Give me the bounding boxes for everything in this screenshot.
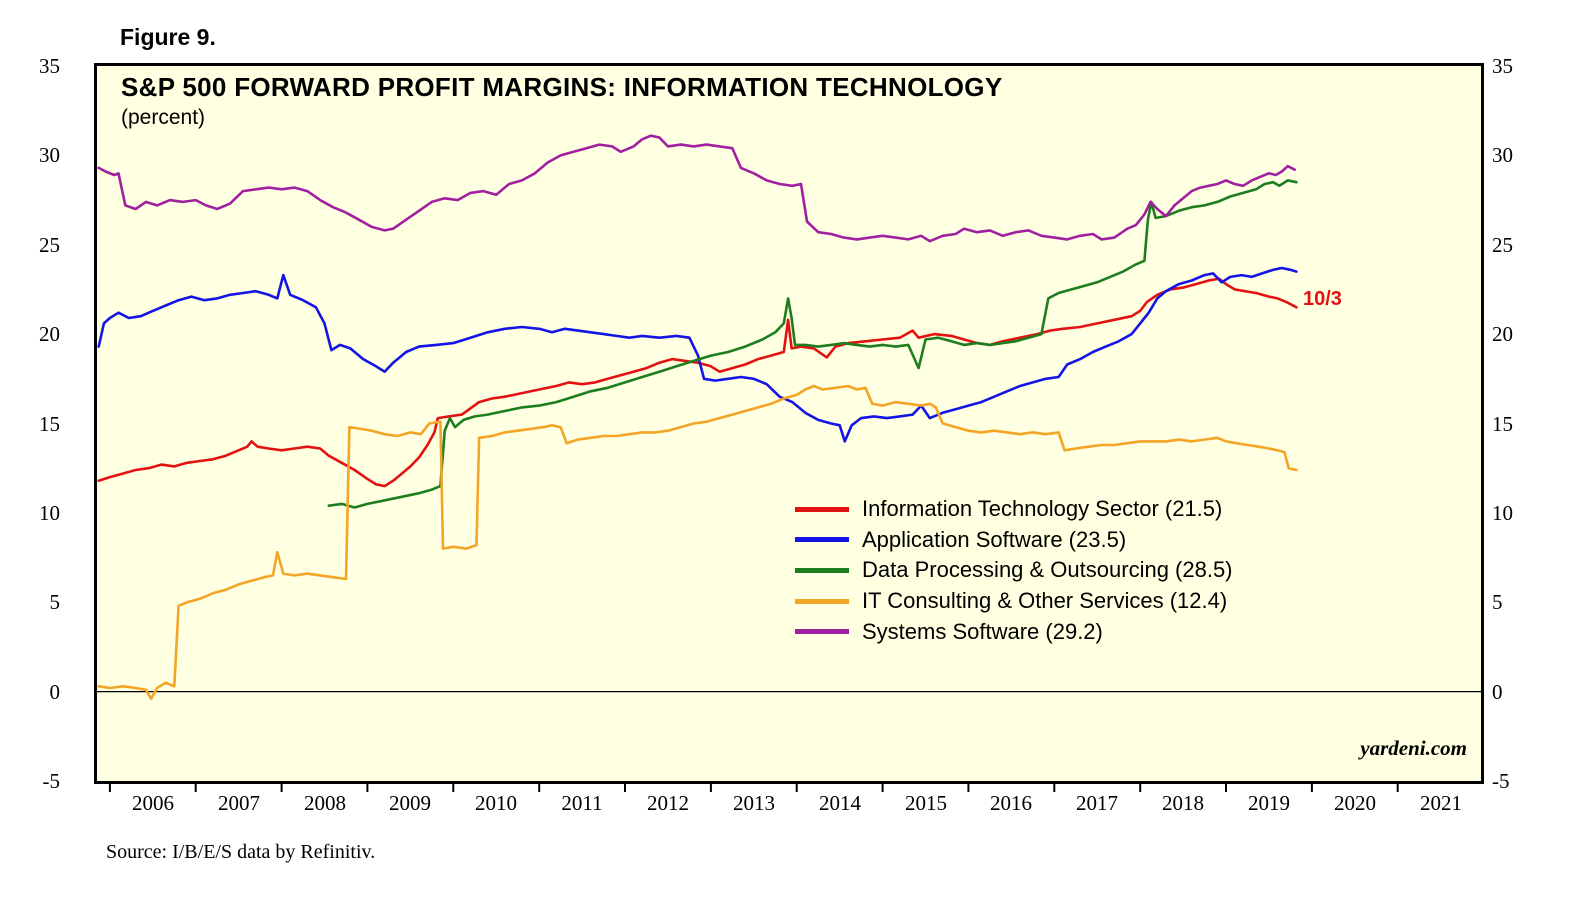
- x-tick-label: 2017: [1076, 791, 1118, 815]
- latest-value-annotation: 10/3: [1303, 288, 1342, 310]
- legend-label: Systems Software (29.2): [862, 618, 1103, 644]
- legend-label: Information Technology Sector (21.5): [862, 496, 1223, 522]
- series-line-information-technology-sector-21-5: [97, 277, 1298, 488]
- chart-area: S&P 500 FORWARD PROFIT MARGINS: INFORMAT…: [94, 63, 1484, 792]
- x-tick-label: 2013: [733, 791, 775, 815]
- y-tick-label: 5: [1492, 590, 1503, 614]
- plot-canvas: [97, 134, 1481, 792]
- x-tick-label: 2010: [475, 791, 517, 815]
- legend-item: Systems Software (29.2): [795, 616, 1233, 647]
- legend-line-sample: [795, 537, 849, 543]
- y-tick-label: 0: [1492, 680, 1503, 704]
- chart-subtitle: (percent): [121, 106, 206, 129]
- legend-label: Application Software (23.5): [862, 526, 1127, 552]
- legend-line-sample: [795, 629, 849, 635]
- legend-item: Data Processing & Outsourcing (28.5): [795, 555, 1233, 586]
- y-tick-label: 35: [1492, 54, 1513, 78]
- y-tick-label: 0: [49, 680, 61, 704]
- y-tick-label: 20: [1492, 322, 1513, 346]
- legend-item: Information Technology Sector (21.5): [795, 494, 1233, 525]
- x-tick-label: 2007: [218, 791, 260, 815]
- y-tick-label: 10: [39, 501, 60, 525]
- legend-line-sample: [795, 567, 849, 573]
- y-tick-label: 30: [1492, 143, 1513, 167]
- y-tick-label: 35: [39, 54, 60, 78]
- x-tick-label: 2018: [1162, 791, 1204, 815]
- series-line-data-processing-outsourcing-28-5: [327, 179, 1298, 509]
- y-tick-label: -5: [1492, 769, 1510, 793]
- source-note: Source: I/B/E/S data by Refinitiv.: [106, 841, 376, 863]
- series-line-application-software-23-5: [97, 266, 1298, 443]
- legend-line-sample: [795, 598, 849, 604]
- y-tick-label: 25: [1492, 233, 1513, 257]
- x-tick-label: 2012: [647, 791, 689, 815]
- legend-label: IT Consulting & Other Services (12.4): [862, 588, 1228, 614]
- y-axis-left: 35 30 25 20 15 10 5 0 -5: [0, 54, 61, 793]
- chart-title: S&P 500 FORWARD PROFIT MARGINS: INFORMAT…: [121, 72, 1003, 102]
- legend-item: IT Consulting & Other Services (12.4): [795, 586, 1233, 617]
- y-tick-label: 10: [1492, 501, 1513, 525]
- y-tick-label: 5: [49, 590, 61, 614]
- y-tick-label: 30: [39, 143, 60, 167]
- y-axis-right: 35 30 25 20 15 10 5 0 -5: [1492, 54, 1552, 793]
- x-tick-label: 2015: [905, 791, 947, 815]
- y-tick-label: 20: [39, 322, 60, 346]
- x-tick-label: 2006: [132, 791, 174, 815]
- y-tick-label: -5: [42, 769, 61, 793]
- x-tick-label: 2020: [1334, 791, 1376, 815]
- watermark-yardeni: yardeni.com: [1360, 736, 1467, 760]
- legend-item: Application Software (23.5): [795, 525, 1233, 556]
- y-tick-label: 15: [39, 412, 60, 436]
- legend-line-sample: [795, 506, 849, 512]
- legend-label: Data Processing & Outsourcing (28.5): [862, 557, 1233, 583]
- x-tick-label: 2016: [990, 791, 1032, 815]
- y-tick-label: 15: [1492, 412, 1513, 436]
- series-line-systems-software-29-2: [97, 134, 1296, 243]
- x-tick-label: 2021: [1420, 791, 1462, 815]
- legend: Information Technology Sector (21.5) Appl…: [795, 494, 1233, 647]
- x-tick-label: 2014: [819, 791, 861, 815]
- x-tick-label: 2008: [304, 791, 346, 815]
- series-line-it-consulting-other-services-12-4: [97, 384, 1298, 701]
- y-tick-label: 25: [39, 233, 60, 257]
- x-tick-label: 2011: [561, 791, 603, 815]
- x-axis: 2006 2007 2008 2009 2010 2011 2012 2013 2014 2015…: [97, 791, 1481, 817]
- x-tick-label: 2019: [1248, 791, 1290, 815]
- figure-label: Figure 9.: [120, 24, 216, 50]
- x-tick-label: 2009: [389, 791, 431, 815]
